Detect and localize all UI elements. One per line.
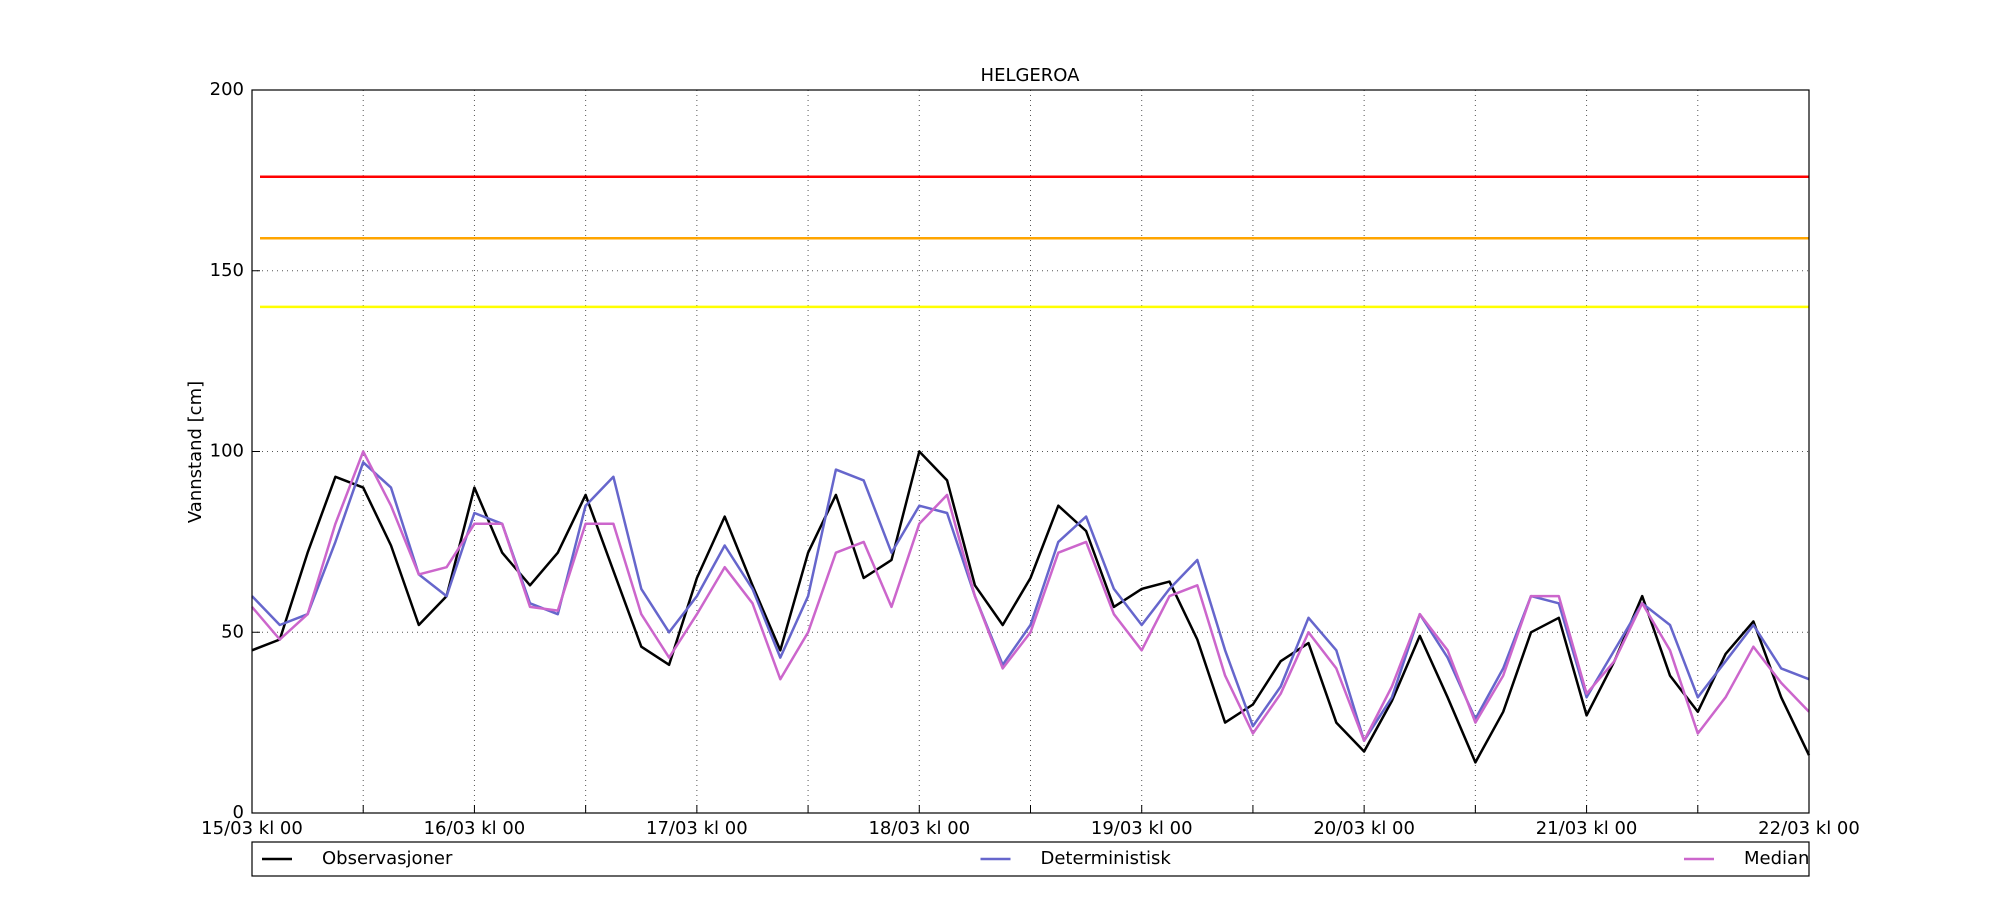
- chart-title: HELGEROA: [981, 65, 1081, 86]
- series-line: [251, 461, 1810, 742]
- series-line: [251, 450, 1811, 764]
- y-tick-label: 50: [221, 621, 244, 642]
- y-tick-label: 200: [210, 79, 244, 100]
- legend-box: [251, 841, 1810, 877]
- y-axis-label: Vannstand [cm]: [185, 381, 206, 523]
- x-tick-label: 19/03 kl 00: [1091, 818, 1193, 839]
- x-tick-label: 15/03 kl 00: [201, 818, 303, 839]
- x-tick-label: 20/03 kl 00: [1313, 818, 1415, 839]
- y-tick-label: 100: [210, 441, 244, 462]
- plot-frame: [251, 89, 1810, 814]
- x-tick-label: 17/03 kl 00: [646, 818, 748, 839]
- y-tick-label: 0: [233, 802, 244, 823]
- x-tick-label: 22/03 kl 00: [1758, 818, 1860, 839]
- y-tick-label: 150: [210, 260, 244, 281]
- legend-label: Observasjoner: [322, 848, 453, 869]
- x-tick-label: 21/03 kl 00: [1536, 818, 1638, 839]
- legend-label: Deterministisk: [1041, 848, 1172, 869]
- legend-label: Median: [1744, 848, 1809, 869]
- series-line: [251, 450, 1810, 742]
- x-tick-label: 18/03 kl 00: [868, 818, 970, 839]
- x-tick-label: 16/03 kl 00: [424, 818, 526, 839]
